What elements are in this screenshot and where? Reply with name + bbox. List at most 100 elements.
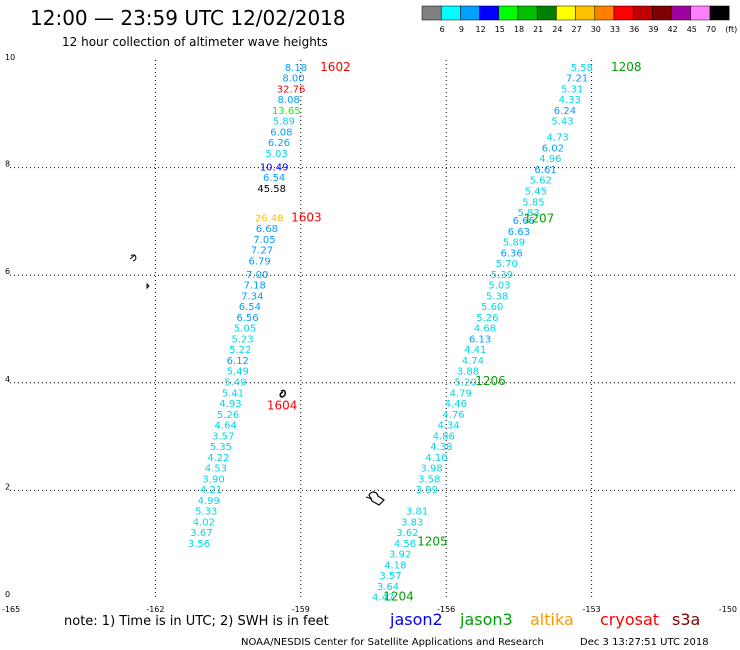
- legend-swatch: [632, 5, 653, 21]
- swh-value: 6.61: [534, 165, 556, 176]
- chart-subtitle: 12 hour collection of altimeter wave hei…: [62, 35, 328, 49]
- x-tick-label: -159: [292, 605, 310, 614]
- island-outline: [368, 491, 385, 506]
- swh-value: 3.98: [421, 464, 443, 475]
- swh-value: 5.26: [217, 410, 239, 421]
- pass-time-labels: 1208 1207 1206 1205 1204 1602 1603 1604: [267, 60, 642, 604]
- legend-label: 21: [533, 25, 543, 34]
- swh-value: 4.64: [215, 421, 237, 432]
- swh-value: 5.49: [224, 377, 246, 388]
- y-tick-label: 10: [5, 53, 15, 62]
- swh-value: 5.49: [227, 367, 249, 378]
- island-outline: [279, 389, 286, 398]
- legend-swatch: [652, 5, 672, 21]
- legend-swatch: [460, 5, 480, 21]
- swh-value: 4.73: [547, 133, 569, 144]
- satellite-legend: jason2 jason3 altika cryosat s3a: [389, 610, 700, 629]
- legend-label: 70: [706, 25, 716, 34]
- y-tick-label: 2: [5, 482, 10, 491]
- legend-label: 36: [629, 25, 639, 34]
- swh-value: 6.24: [554, 106, 576, 117]
- legend-swatch: [613, 5, 634, 21]
- legend-swatch: [479, 5, 500, 21]
- swh-value: 5.22: [229, 345, 251, 356]
- legend-label: 18: [514, 25, 524, 34]
- swh-value: 6.68: [256, 224, 278, 235]
- pass-time-label: 1604: [267, 399, 298, 413]
- legend-swatch: [690, 5, 711, 21]
- swh-value: 6.54: [239, 302, 261, 313]
- island-outline: [365, 496, 373, 500]
- legend-label: 39: [648, 25, 658, 34]
- swh-value: 4.99: [198, 496, 220, 507]
- footer-timestamp: Dec 3 13:27:51 UTC 2018: [580, 637, 709, 648]
- swh-value: 4.21: [200, 485, 222, 496]
- swh-value: 3.99: [416, 485, 438, 496]
- y-tick-label: 6: [5, 267, 10, 276]
- swh-value: 6.63: [508, 227, 530, 238]
- swh-value: 26.48: [255, 213, 284, 224]
- swh-values: 5.587.215.314.336.245.43 4.736.024.966.61…: [188, 63, 593, 604]
- swh-value: 5.83: [517, 208, 539, 219]
- swh-value: 6.02: [542, 143, 564, 154]
- swh-value: 4.79: [450, 388, 472, 399]
- satellite-legend-item: cryosat: [600, 610, 659, 629]
- swh-value: 4.74: [462, 356, 484, 367]
- footer-credit: NOAA/NESDIS Center for Satellite Applica…: [241, 637, 544, 648]
- swh-value: 6.12: [227, 356, 249, 367]
- legend-label: 27: [572, 25, 582, 34]
- swh-value: 3.83: [401, 517, 423, 528]
- pass-time-label: 1207: [524, 211, 555, 225]
- swh-value: 5.70: [496, 259, 518, 270]
- pass-time-label: 1206: [475, 374, 506, 388]
- satellite-legend-item: altika: [530, 610, 574, 629]
- swh-value: 4.86: [433, 431, 455, 442]
- swh-value: 4.96: [539, 154, 561, 165]
- swh-value: 4.46: [445, 399, 467, 410]
- swh-value: 6.54: [263, 173, 285, 184]
- swh-value: 5.41: [222, 388, 244, 399]
- swh-value: 6.56: [236, 313, 258, 324]
- y-tick-label: 8: [5, 160, 10, 169]
- x-tick-label: -162: [146, 605, 164, 614]
- swh-value: 8.08: [278, 95, 300, 106]
- swh-value: 3.57: [379, 571, 401, 582]
- swh-value: 5.58: [571, 63, 593, 74]
- swh-value: 4.22: [207, 453, 229, 464]
- swh-value: 5.85: [522, 197, 544, 208]
- legend-unit: (ft): [725, 25, 737, 34]
- swh-value: 4.10: [425, 453, 447, 464]
- legend-swatch: [498, 5, 519, 21]
- swh-value: 6.36: [500, 248, 522, 259]
- swh-value: 4.47: [372, 593, 394, 604]
- pass-time-label: 1603: [291, 210, 322, 224]
- pass-time-label: 1208: [611, 60, 642, 74]
- swh-value: 4.02: [193, 517, 215, 528]
- swh-value: 32.76: [277, 84, 306, 95]
- axis-ticks: -165 -162 -159 -156 -153 -150 0 2 4 6 8 10: [2, 53, 737, 614]
- swh-value: 3.81: [406, 507, 428, 518]
- swh-value: 6.13: [469, 334, 491, 345]
- swh-value: 8.00: [282, 74, 304, 85]
- swh-value: 5.26: [476, 313, 498, 324]
- x-tick-label: -165: [2, 605, 20, 614]
- swh-value: 5.23: [232, 334, 254, 345]
- swh-value: 45.58: [257, 184, 286, 195]
- legend-label: 9: [459, 25, 464, 34]
- island-outlines: [129, 254, 385, 506]
- swh-value: 3.88: [457, 367, 479, 378]
- swh-value: 4.93: [219, 399, 241, 410]
- swh-value: 3.92: [389, 550, 411, 561]
- swh-value: 5.20: [454, 377, 476, 388]
- legend-swatch: [709, 5, 730, 21]
- legend-swatch: [536, 5, 557, 21]
- legend-label: 33: [610, 25, 620, 34]
- swh-value: 7.05: [253, 235, 275, 246]
- swh-value: 3.58: [418, 474, 440, 485]
- pass-time-label: 1204: [383, 590, 414, 604]
- legend-swatch: [517, 5, 538, 21]
- swh-value: 5.05: [234, 324, 256, 335]
- swh-value: 5.89: [273, 117, 295, 128]
- island-outline: [129, 254, 137, 262]
